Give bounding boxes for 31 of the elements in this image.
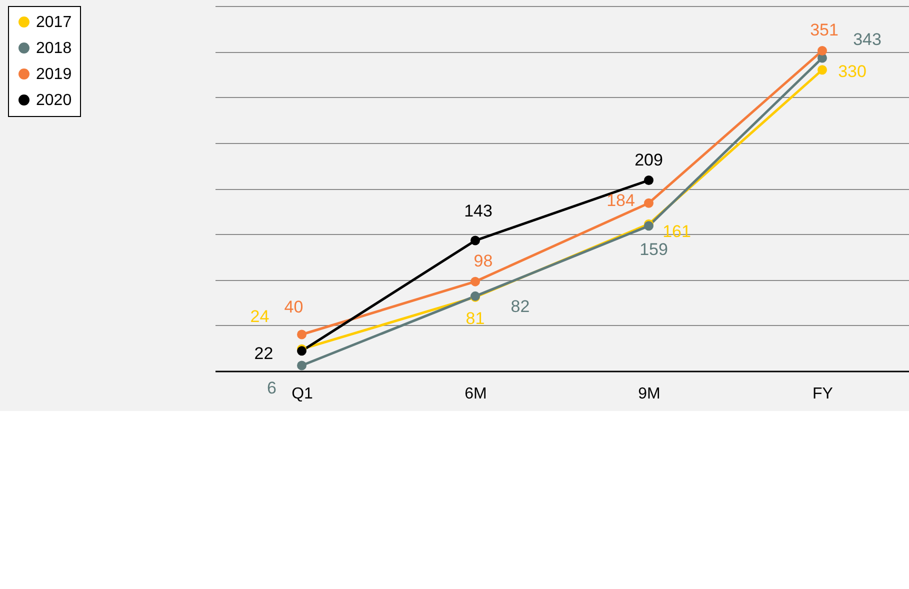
data-label: 24 <box>250 307 270 326</box>
legend-label: 2019 <box>36 66 72 83</box>
data-label: 209 <box>634 150 663 170</box>
data-label: 161 <box>662 222 691 242</box>
data-label: 159 <box>640 240 668 259</box>
data-label: 81 <box>466 309 485 328</box>
x-tick-label: 6M <box>464 386 487 402</box>
point <box>297 360 306 370</box>
x-tick-label: Q1 <box>292 386 314 402</box>
point <box>297 330 306 340</box>
data-label: 22 <box>254 344 274 363</box>
legend-label: 2018 <box>36 40 72 57</box>
data-label: 351 <box>810 20 838 40</box>
point <box>470 276 480 286</box>
data-label: 6 <box>267 378 276 398</box>
data-label: 330 <box>838 62 866 81</box>
legend-label: 2017 <box>36 14 72 31</box>
point <box>470 236 480 246</box>
point <box>644 176 654 186</box>
point <box>818 65 827 75</box>
point <box>818 46 827 56</box>
data-label: 82 <box>510 297 530 316</box>
x-tick-label: 9M <box>638 386 660 402</box>
data-label: 98 <box>474 252 493 271</box>
data-label: 343 <box>853 30 882 50</box>
data-label: 184 <box>606 191 635 210</box>
data-label: 143 <box>464 202 492 221</box>
x-tick-label: FY <box>812 386 834 402</box>
data-label: 40 <box>284 298 304 316</box>
legend-label: 2020 <box>36 92 72 109</box>
point <box>644 198 654 208</box>
